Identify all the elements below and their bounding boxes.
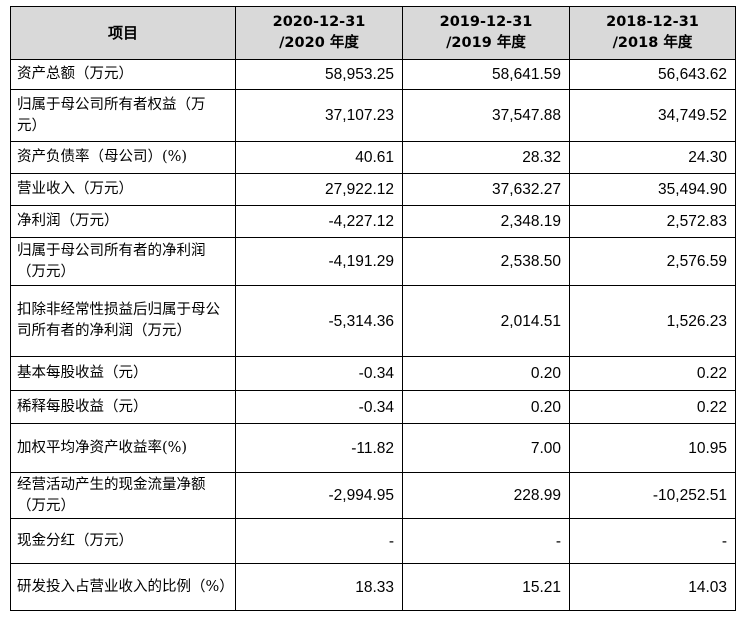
header-2020: 2020-12-31/2020 年度 [235, 6, 403, 60]
value-2018: 2,576.59 [569, 237, 736, 286]
table-row: 净利润（万元） -4,227.12 2,348.19 2,572.83 [10, 205, 736, 238]
row-label: 稀释每股收益（元） [10, 390, 236, 424]
value-2020: 18.33 [235, 563, 403, 611]
row-label: 归属于母公司所有者的净利润（万元） [10, 237, 236, 286]
value-2018: -10,252.51 [569, 472, 736, 519]
value-2018: 14.03 [569, 563, 736, 611]
header-row: 项目 2020-12-31/2020 年度 2019-12-31/2019 年度… [10, 6, 736, 60]
value-2019: 2,014.51 [402, 285, 570, 357]
value-2020: 40.61 [235, 141, 403, 174]
value-2018: - [569, 518, 736, 564]
value-2020: -4,191.29 [235, 237, 403, 286]
value-2018: 56,643.62 [569, 59, 736, 90]
table-row: 资产负债率（母公司）(%) 40.61 28.32 24.30 [10, 141, 736, 174]
value-2019: 37,547.88 [402, 89, 570, 142]
row-label: 扣除非经常性损益后归属于母公司所有者的净利润（万元） [10, 285, 236, 357]
table-row: 营业收入（万元） 27,922.12 37,632.27 35,494.90 [10, 173, 736, 206]
value-2019: 228.99 [402, 472, 570, 519]
value-2019: 15.21 [402, 563, 570, 611]
table-row: 研发投入占营业收入的比例（%） 18.33 15.21 14.03 [10, 563, 736, 611]
value-2018: 34,749.52 [569, 89, 736, 142]
row-label: 净利润（万元） [10, 205, 236, 238]
value-2018: 0.22 [569, 390, 736, 424]
table-row: 扣除非经常性损益后归属于母公司所有者的净利润（万元） -5,314.36 2,0… [10, 285, 736, 357]
value-2020: - [235, 518, 403, 564]
value-2020: -0.34 [235, 356, 403, 391]
value-2019: 2,538.50 [402, 237, 570, 286]
value-2019: 28.32 [402, 141, 570, 174]
row-label: 资产总额（万元） [10, 59, 236, 90]
value-2018: 24.30 [569, 141, 736, 174]
value-2020: -4,227.12 [235, 205, 403, 238]
table-row: 归属于母公司所有者的净利润（万元） -4,191.29 2,538.50 2,5… [10, 237, 736, 286]
table-header: 项目 2020-12-31/2020 年度 2019-12-31/2019 年度… [10, 6, 736, 60]
value-2018: 10.95 [569, 423, 736, 473]
value-2019: - [402, 518, 570, 564]
row-label: 归属于母公司所有者权益（万元） [10, 89, 236, 142]
table-row: 资产总额（万元） 58,953.25 58,641.59 56,643.62 [10, 59, 736, 90]
value-2019: 58,641.59 [402, 59, 570, 90]
value-2020: 37,107.23 [235, 89, 403, 142]
value-2020: -5,314.36 [235, 285, 403, 357]
value-2019: 37,632.27 [402, 173, 570, 206]
value-2020: -0.34 [235, 390, 403, 424]
value-2019: 0.20 [402, 390, 570, 424]
header-2018: 2018-12-31/2018 年度 [569, 6, 736, 60]
table-body: 资产总额（万元） 58,953.25 58,641.59 56,643.62 归… [10, 59, 736, 611]
value-2019: 7.00 [402, 423, 570, 473]
row-label: 基本每股收益（元） [10, 356, 236, 391]
row-label: 经营活动产生的现金流量净额（万元） [10, 472, 236, 519]
value-2018: 0.22 [569, 356, 736, 391]
header-2019: 2019-12-31/2019 年度 [402, 6, 570, 60]
value-2019: 2,348.19 [402, 205, 570, 238]
table-row: 加权平均净资产收益率(%) -11.82 7.00 10.95 [10, 423, 736, 473]
header-item: 项目 [10, 6, 236, 60]
value-2020: 27,922.12 [235, 173, 403, 206]
value-2020: -11.82 [235, 423, 403, 473]
row-label: 营业收入（万元） [10, 173, 236, 206]
row-label: 现金分红（万元） [10, 518, 236, 564]
value-2018: 35,494.90 [569, 173, 736, 206]
row-label: 研发投入占营业收入的比例（%） [10, 563, 236, 611]
table-row: 稀释每股收益（元） -0.34 0.20 0.22 [10, 390, 736, 424]
value-2018: 1,526.23 [569, 285, 736, 357]
table-row: 归属于母公司所有者权益（万元） 37,107.23 37,547.88 34,7… [10, 89, 736, 142]
table-row: 现金分红（万元） - - - [10, 518, 736, 564]
table-row: 经营活动产生的现金流量净额（万元） -2,994.95 228.99 -10,2… [10, 472, 736, 519]
row-label: 加权平均净资产收益率(%) [10, 423, 236, 473]
value-2018: 2,572.83 [569, 205, 736, 238]
value-2020: 58,953.25 [235, 59, 403, 90]
table-row: 基本每股收益（元） -0.34 0.20 0.22 [10, 356, 736, 391]
value-2020: -2,994.95 [235, 472, 403, 519]
value-2019: 0.20 [402, 356, 570, 391]
financial-table: 项目 2020-12-31/2020 年度 2019-12-31/2019 年度… [10, 6, 736, 611]
row-label: 资产负债率（母公司）(%) [10, 141, 236, 174]
